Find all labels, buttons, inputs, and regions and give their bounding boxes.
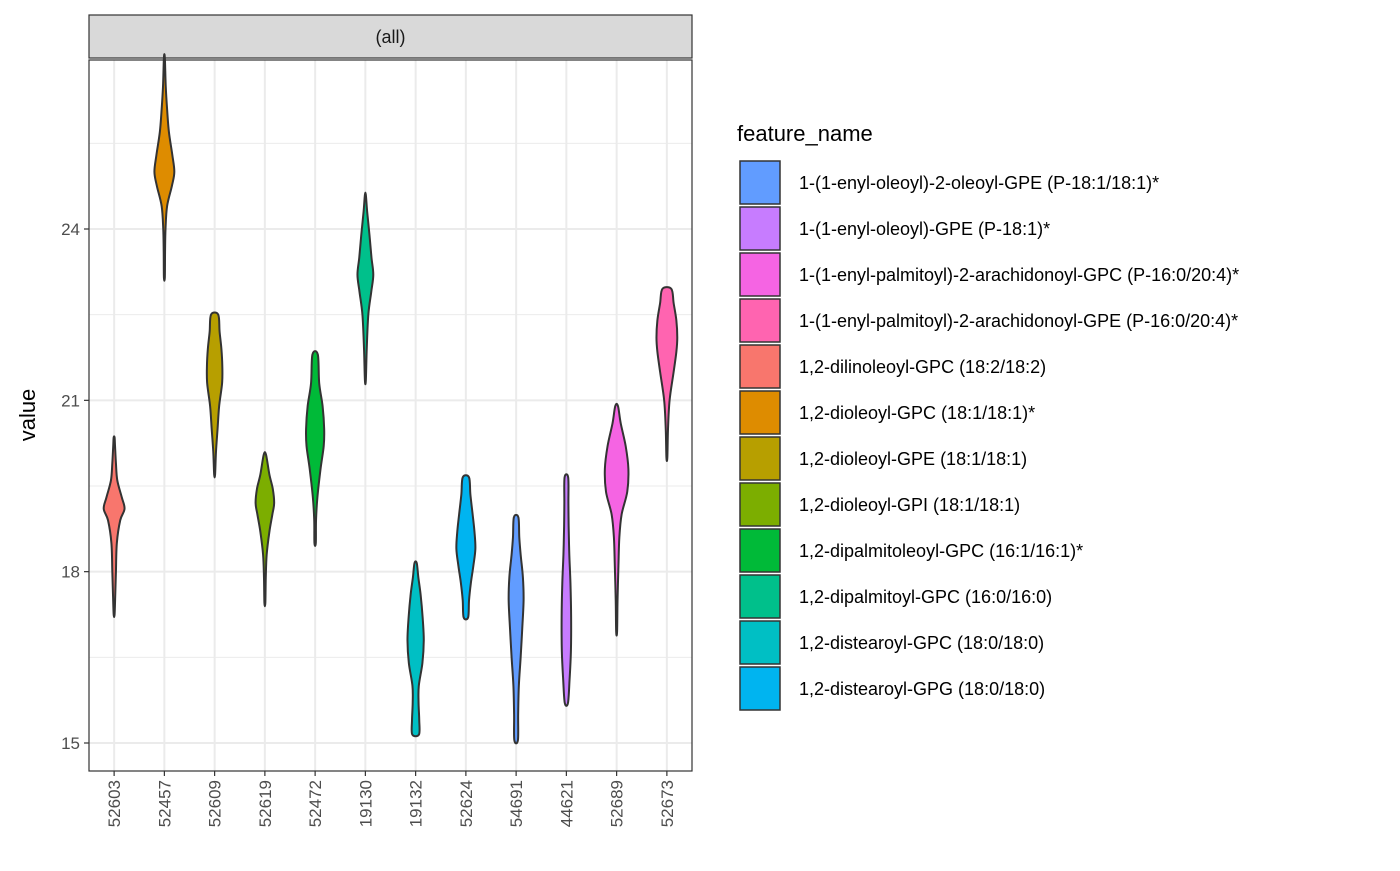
legend-label: 1,2-distearoyl-GPC (18:0/18:0) (799, 633, 1044, 653)
legend-swatch (739, 298, 781, 343)
legend-label: 1-(1-enyl-palmitoyl)-2-arachidonoyl-GPC … (799, 265, 1239, 285)
violin-52603 (102, 435, 126, 618)
legend: feature_name 1-(1-enyl-oleoyl)-2-oleoyl-… (737, 121, 1239, 711)
facet-strip: (all) (88, 14, 693, 59)
legend-label: 1,2-dioleoyl-GPE (18:1/18:1) (799, 449, 1027, 469)
x-tick-label: 52624 (457, 780, 476, 827)
x-axis: 52603 52457 52609 52619 52472 19130 19132 52624… (105, 771, 677, 827)
legend-label: 1-(1-enyl-oleoyl)-GPE (P-18:1)* (799, 219, 1050, 239)
legend-label: 1,2-dioleoyl-GPI (18:1/18:1) (799, 495, 1020, 515)
legend-label: 1,2-dioleoyl-GPC (18:1/18:1)* (799, 403, 1035, 423)
legend-swatch (739, 252, 781, 297)
x-tick-label: 52457 (155, 780, 174, 827)
violins (102, 53, 679, 745)
violin-19132 (406, 560, 425, 738)
x-tick-label: 19130 (356, 780, 375, 827)
legend-swatch (739, 528, 781, 573)
facet-strip-background (88, 14, 693, 59)
x-tick-label: 52689 (608, 780, 627, 827)
legend-label: 1,2-dipalmitoyl-GPC (16:0/16:0) (799, 587, 1052, 607)
violin-44621 (560, 473, 573, 707)
violin-19130 (356, 191, 375, 386)
violin-52472 (304, 350, 326, 547)
y-tick-label: 21 (61, 391, 80, 410)
x-tick-label: 52609 (206, 780, 225, 827)
violin-52609 (205, 311, 224, 479)
y-tick-label: 15 (61, 734, 80, 753)
violin-52457 (153, 53, 176, 282)
legend-title: feature_name (737, 121, 873, 146)
violin-52619 (254, 451, 276, 608)
violin-52673 (655, 286, 679, 463)
legend-swatch (739, 436, 781, 481)
x-tick-label: 52472 (306, 780, 325, 827)
legend-swatch (739, 620, 781, 665)
legend-swatch (739, 666, 781, 711)
legend-label: 1,2-dilinoleoyl-GPC (18:2/18:2) (799, 357, 1046, 377)
x-tick-label: 52603 (105, 780, 124, 827)
legend-swatch (739, 482, 781, 527)
legend-label: 1,2-distearoyl-GPG (18:0/18:0) (799, 679, 1045, 699)
legend-label: 1,2-dipalmitoleoyl-GPC (16:1/16:1)* (799, 541, 1083, 561)
plot-panel-background (89, 60, 692, 771)
legend-swatch (739, 344, 781, 389)
x-tick-label: 19132 (407, 780, 426, 827)
legend-swatch (739, 390, 781, 435)
legend-label: 1-(1-enyl-palmitoyl)-2-arachidonoyl-GPE … (799, 311, 1238, 331)
y-axis: 15 18 21 24 (61, 220, 89, 753)
legend-swatch (739, 160, 781, 205)
x-tick-label: 44621 (557, 780, 576, 827)
violin-54691 (507, 513, 525, 745)
violin-52689 (603, 402, 630, 637)
plot-panel-border (88, 59, 693, 772)
legend-items: 1-(1-enyl-oleoyl)-2-oleoyl-GPE (P-18:1/1… (739, 160, 1239, 711)
legend-swatch (739, 574, 781, 619)
y-axis-title: value (15, 389, 40, 442)
y-tick-label: 24 (61, 220, 80, 239)
x-tick-label: 52673 (658, 780, 677, 827)
violin-52624 (455, 474, 477, 621)
legend-swatch (739, 206, 781, 251)
x-tick-label: 52619 (256, 780, 275, 827)
y-tick-label: 18 (61, 563, 80, 582)
x-tick-label: 54691 (507, 780, 526, 827)
facet-strip-label: (all) (376, 27, 406, 47)
legend-label: 1-(1-enyl-oleoyl)-2-oleoyl-GPE (P-18:1/1… (799, 173, 1159, 193)
